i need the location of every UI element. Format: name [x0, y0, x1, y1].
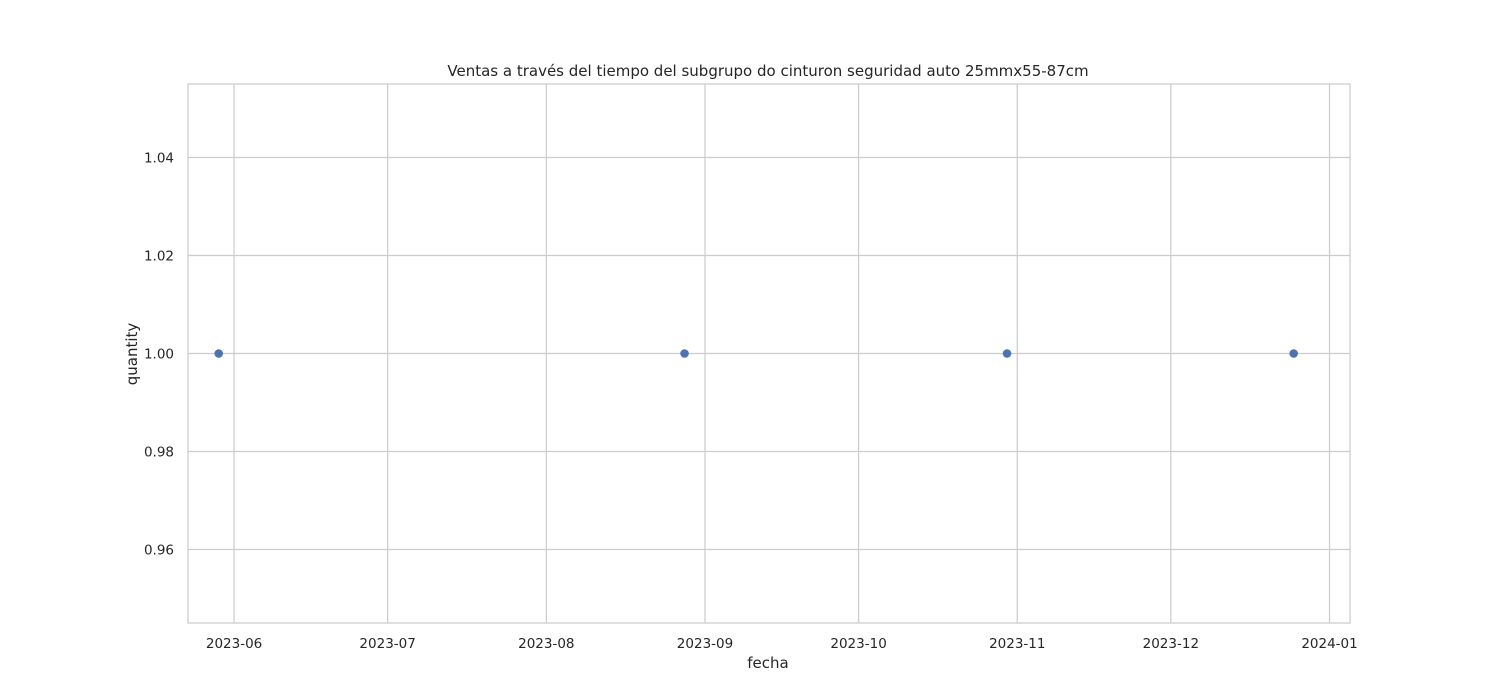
x-tick-label: 2023-06	[206, 636, 262, 652]
x-axis-label: fecha	[747, 654, 788, 672]
x-tick-label: 2023-08	[518, 636, 574, 652]
data-points	[214, 349, 1298, 358]
y-tick-label: 1.02	[144, 249, 174, 265]
data-point	[214, 349, 224, 358]
x-tick-label: 2023-09	[677, 636, 733, 652]
data-point	[1289, 349, 1298, 358]
chart-title: Ventas a través del tiempo del subgrupo …	[447, 62, 1088, 80]
y-tick-label: 1.00	[144, 347, 174, 363]
y-axis-ticks: 0.96 0.98 1.00 1.02 1.04	[144, 151, 174, 559]
data-point	[1002, 349, 1012, 358]
y-axis-label: quantity	[123, 323, 141, 386]
x-tick-label: 2024-01	[1301, 636, 1357, 652]
y-tick-label: 0.96	[144, 543, 174, 559]
x-tick-label: 2023-07	[359, 636, 415, 652]
x-axis-ticks: 2023-06 2023-07 2023-08 2023-09 2023-10 2023-…	[206, 636, 1358, 652]
grid-lines	[188, 84, 1350, 623]
y-tick-label: 0.98	[144, 445, 174, 461]
x-tick-label: 2023-11	[989, 636, 1045, 652]
x-tick-label: 2023-10	[830, 636, 886, 652]
y-tick-label: 1.04	[144, 151, 174, 167]
data-point	[680, 349, 689, 358]
plot-frame	[187, 83, 1351, 624]
x-tick-label: 2023-12	[1143, 636, 1199, 652]
